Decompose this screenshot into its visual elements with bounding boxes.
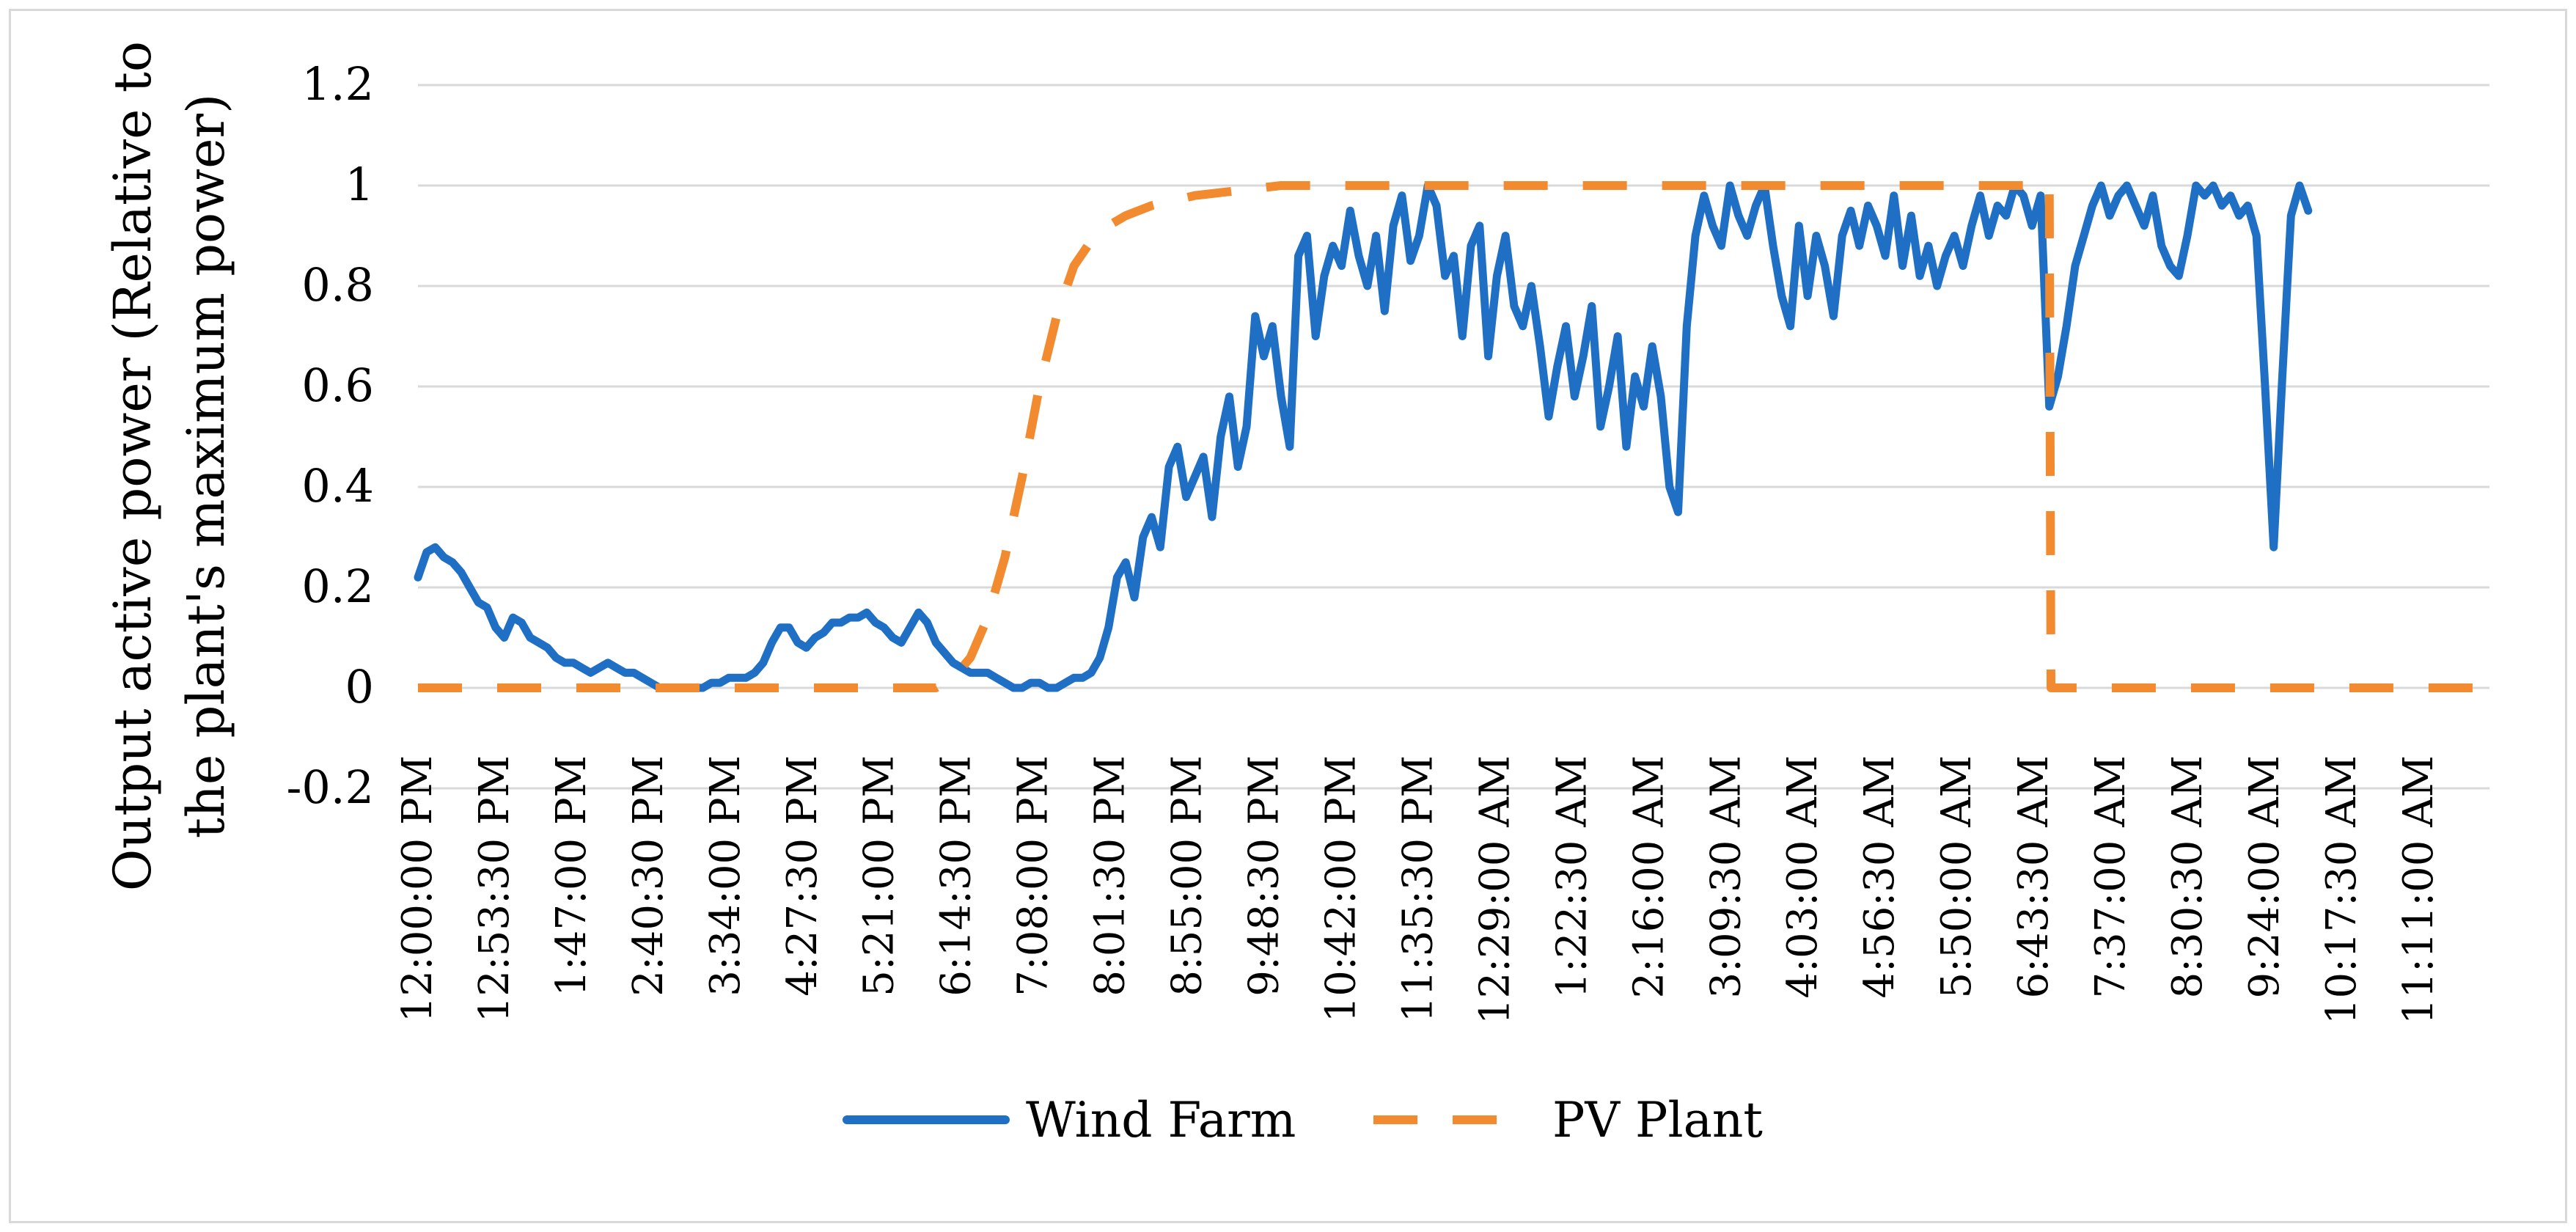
x-tick-label: 7:08:00 PM — [1010, 755, 1057, 997]
x-tick-label: 12:00:00 PM — [394, 755, 441, 1022]
y-tick-label: 0.2 — [301, 560, 374, 613]
chart-frame: -0.2 0 0.2 0.4 0.6 0.8 1 1.2 12:00:00 PM 12:53:3… — [9, 9, 2567, 1223]
x-tick-label: 10:42:00 PM — [1317, 755, 1365, 1022]
x-tick-label: 12:53:30 PM — [471, 755, 518, 1022]
y-tick-label: 0 — [345, 660, 374, 714]
x-tick-label: 8:30:30 AM — [2164, 755, 2212, 998]
x-tick-label: 10:17:30 AM — [2318, 755, 2366, 1024]
legend-label: Wind Farm — [1026, 1092, 1296, 1148]
y-tick-label: 1.2 — [301, 57, 374, 111]
y-tick-label: -0.2 — [286, 760, 374, 814]
x-tick-label: 4:03:00 AM — [1779, 755, 1827, 998]
x-tick-label: 2:40:30 PM — [625, 755, 672, 997]
gridlines — [418, 84, 2489, 790]
legend-label: PV Plant — [1552, 1092, 1763, 1148]
pv-plant-series-line — [418, 181, 2489, 692]
legend: Wind Farm PV Plant — [843, 1092, 1763, 1148]
x-tick-label: 8:01:30 PM — [1087, 755, 1134, 997]
y-tick-label: 0.8 — [301, 258, 374, 312]
x-tick-label: 2:16:00 AM — [1625, 755, 1673, 998]
x-tick-label: 3:09:30 AM — [1702, 755, 1750, 998]
series-lines — [414, 181, 2489, 692]
y-axis-title-line: Output active power (Relative to — [103, 41, 163, 891]
x-tick-label: 9:24:00 AM — [2241, 755, 2289, 998]
line-chart: -0.2 0 0.2 0.4 0.6 0.8 1 1.2 12:00:00 PM 12:53:3… — [103, 41, 2489, 1148]
y-tick-label: 1 — [345, 158, 374, 211]
x-tick-label: 11:11:00 AM — [2395, 755, 2443, 1024]
x-tick-label: 6:14:30 PM — [933, 755, 980, 997]
y-axis-title: Output active power (Relative to the plan… — [103, 41, 236, 891]
x-tick-label: 4:27:30 PM — [779, 755, 826, 997]
y-tick-label: 0.4 — [301, 459, 374, 513]
x-axis-ticks: 12:00:00 PM 12:53:30 PM 1:47:00 PM 2:40:30 … — [394, 755, 2443, 1024]
x-tick-label: 5:21:00 PM — [856, 755, 903, 997]
x-tick-label: 9:48:30 PM — [1241, 755, 1288, 997]
x-tick-label: 1:47:00 PM — [548, 755, 595, 997]
x-tick-label: 7:37:00 AM — [2087, 755, 2135, 998]
x-tick-label: 6:43:30 AM — [2010, 755, 2058, 998]
y-tick-label: 0.6 — [301, 359, 374, 412]
y-axis-title-line: the plant's maximum power) — [176, 94, 236, 839]
x-tick-label: 5:50:00 AM — [1933, 755, 1981, 998]
legend-item-pv-plant: PV Plant — [1373, 1092, 1763, 1148]
x-tick-label: 3:34:00 PM — [702, 755, 749, 997]
x-tick-label: 11:35:30 PM — [1394, 755, 1442, 1022]
x-tick-label: 8:55:00 PM — [1164, 755, 1211, 997]
legend-item-wind-farm: Wind Farm — [843, 1092, 1296, 1148]
x-tick-label: 4:56:30 AM — [1856, 755, 1904, 998]
x-tick-label: 1:22:30 AM — [1548, 755, 1596, 998]
y-axis-ticks: -0.2 0 0.2 0.4 0.6 0.8 1 1.2 — [286, 57, 374, 814]
x-tick-label: 12:29:00 AM — [1471, 755, 1519, 1024]
wind-farm-series-line — [414, 181, 2313, 692]
